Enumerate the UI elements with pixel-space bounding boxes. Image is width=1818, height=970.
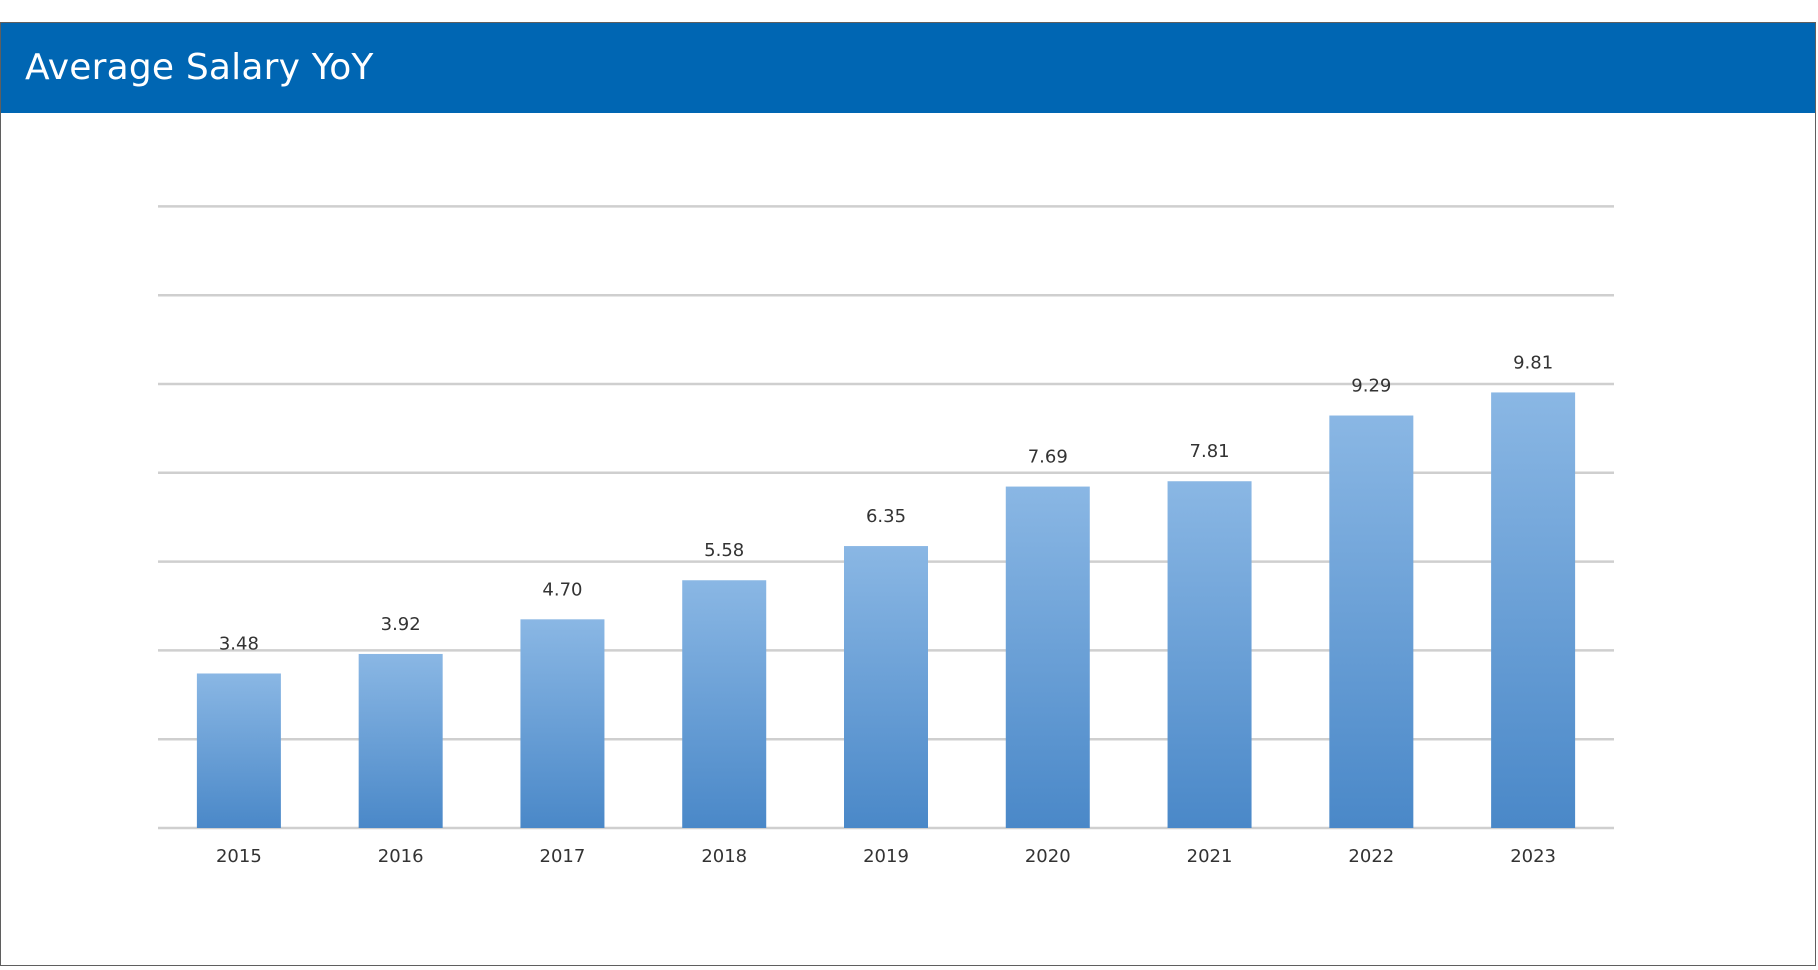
bar-2017 (520, 619, 605, 828)
x-tick-label-2020: 2020 (1025, 846, 1071, 867)
bar-2015 (196, 673, 281, 828)
bar-2016 (358, 653, 443, 828)
bar-2020 (1005, 486, 1090, 828)
x-tick-label-2015: 2015 (216, 846, 262, 867)
x-tick-label-2017: 2017 (540, 846, 586, 867)
value-label-2016: 3.92 (381, 614, 421, 635)
value-labels: 3.48 3.92 4.70 5.58 6.35 7.69 7.81 9.29 9.81 (219, 352, 1553, 654)
panel-header: Average Salary YoY (1, 23, 1815, 113)
bar-2018 (682, 580, 767, 828)
bars (196, 392, 1576, 828)
x-tick-label-2018: 2018 (701, 846, 747, 867)
bar-2019 (844, 546, 928, 828)
x-tick-label-2021: 2021 (1187, 846, 1233, 867)
bar-2021 (1167, 481, 1252, 828)
x-tick-label-2023: 2023 (1510, 846, 1556, 867)
value-label-2015: 3.48 (219, 633, 259, 654)
x-tick-label-2016: 2016 (378, 846, 424, 867)
x-tick-label-2022: 2022 (1348, 846, 1394, 867)
bar-2022 (1329, 415, 1414, 828)
value-label-2022: 9.29 (1351, 376, 1391, 397)
x-axis-ticks: 2015 2016 2017 2018 2019 2020 2021 2022 2023 (216, 846, 1556, 867)
chart-title: Average Salary YoY (25, 47, 374, 88)
value-label-2019: 6.35 (866, 506, 906, 527)
bar-2023 (1491, 392, 1576, 828)
value-label-2021: 7.81 (1190, 441, 1230, 462)
value-label-2018: 5.58 (704, 540, 744, 561)
value-label-2017: 4.70 (542, 579, 582, 600)
value-label-2020: 7.69 (1028, 447, 1068, 468)
value-label-2023: 9.81 (1513, 352, 1553, 373)
x-tick-label-2019: 2019 (863, 846, 909, 867)
